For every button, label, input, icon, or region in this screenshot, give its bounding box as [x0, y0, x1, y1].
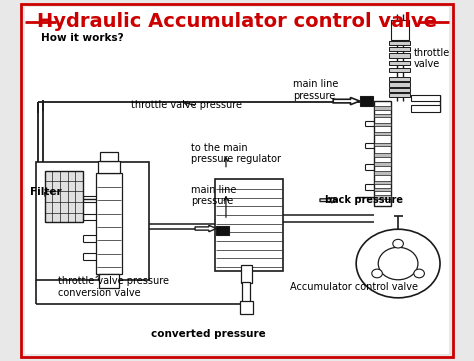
Circle shape: [356, 229, 440, 298]
Bar: [374, 101, 391, 206]
Text: How it works?: How it works?: [41, 33, 123, 43]
Bar: [215, 179, 283, 271]
Bar: [374, 153, 391, 157]
Text: Accumulator control valve: Accumulator control valve: [290, 282, 418, 292]
Bar: [374, 143, 391, 146]
Circle shape: [372, 269, 383, 278]
Bar: [389, 47, 410, 51]
Circle shape: [393, 239, 403, 248]
Text: throttle
valve: throttle valve: [413, 48, 450, 69]
Text: main line
pressure: main line pressure: [293, 79, 339, 101]
Bar: [389, 68, 410, 72]
Bar: [389, 77, 410, 81]
Circle shape: [414, 269, 424, 278]
Bar: [374, 171, 391, 175]
Text: converted pressure: converted pressure: [151, 329, 266, 339]
Bar: [216, 226, 228, 235]
Bar: [240, 301, 253, 314]
Bar: [242, 282, 250, 303]
Polygon shape: [195, 225, 216, 232]
Bar: [374, 132, 391, 135]
Bar: [374, 162, 391, 166]
Circle shape: [378, 247, 418, 280]
Bar: [389, 82, 410, 87]
Bar: [374, 188, 391, 191]
Bar: [374, 114, 391, 117]
Text: Hydraulic Accumulator control valve: Hydraulic Accumulator control valve: [37, 12, 437, 31]
Bar: [374, 106, 391, 110]
Bar: [389, 93, 410, 97]
Bar: [36, 162, 149, 280]
Bar: [45, 171, 82, 222]
Text: throttle valve pressure: throttle valve pressure: [131, 100, 242, 110]
Bar: [389, 61, 410, 65]
Bar: [411, 95, 440, 101]
Bar: [360, 96, 373, 106]
Text: Filter: Filter: [29, 187, 61, 197]
Bar: [374, 123, 391, 126]
Text: to the main
pressure regulator: to the main pressure regulator: [191, 143, 281, 164]
Polygon shape: [320, 197, 337, 203]
Bar: [374, 195, 391, 199]
Bar: [100, 152, 118, 161]
Text: back pressure: back pressure: [325, 195, 403, 205]
Bar: [411, 105, 440, 112]
Bar: [96, 173, 122, 274]
Text: throttle valve pressure
conversion valve: throttle valve pressure conversion valve: [58, 276, 169, 298]
Bar: [241, 265, 252, 283]
Bar: [374, 180, 391, 184]
Bar: [98, 161, 120, 173]
Polygon shape: [333, 97, 360, 105]
Bar: [389, 53, 410, 58]
Bar: [389, 41, 410, 45]
Bar: [389, 88, 410, 92]
Text: main line
pressure: main line pressure: [191, 185, 236, 206]
Bar: [391, 20, 409, 40]
Bar: [99, 274, 118, 288]
